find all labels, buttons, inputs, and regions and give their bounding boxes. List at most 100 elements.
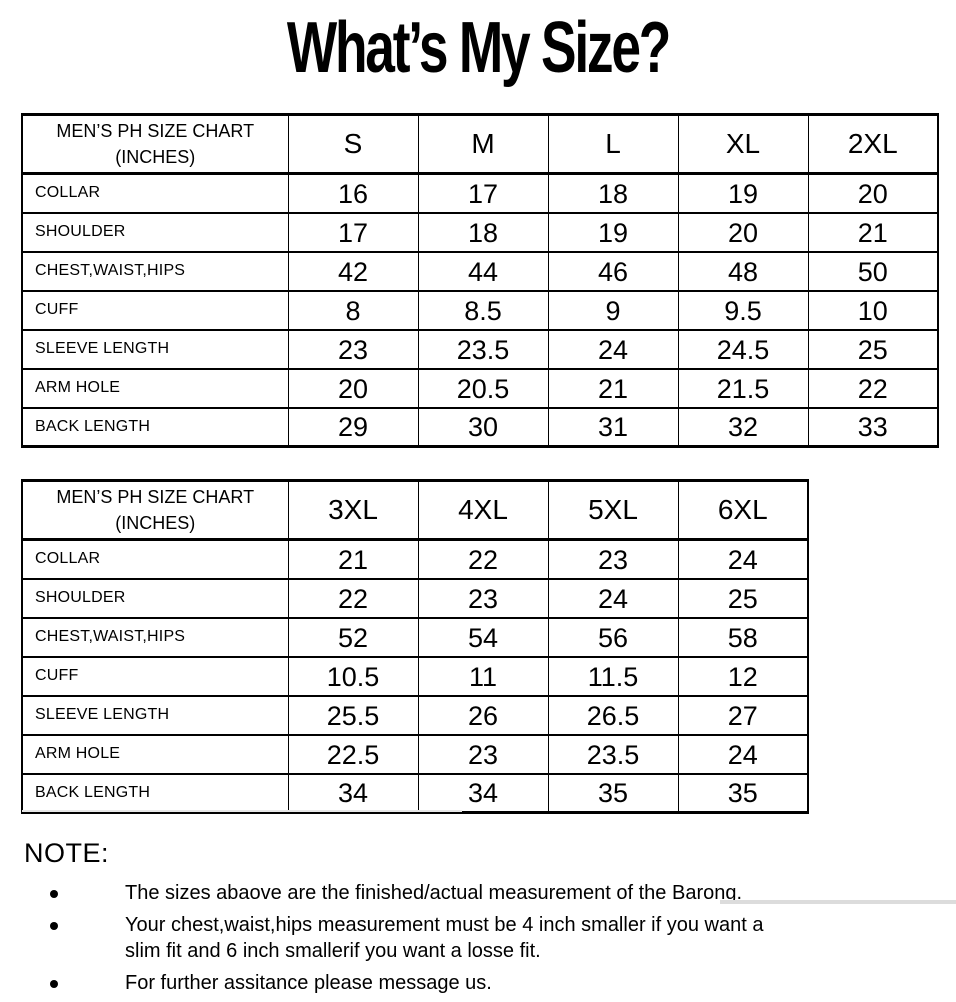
size-table-section-s-2xl: MEN’S PH SIZE CHART (INCHES) S M L XL 2XL COLLA… (21, 112, 939, 449)
measurement-value: 24 (677, 733, 809, 775)
measurement-value: 44 (417, 250, 549, 292)
measurement-value: 11 (417, 655, 549, 697)
measurement-value: 26.5 (547, 694, 679, 736)
measurement-value: 23 (547, 538, 679, 580)
measurement-label: SHOULDER (21, 211, 289, 253)
measurement-label: BACK LENGTH (21, 772, 289, 815)
table-title-line1: MEN’S PH SIZE CHART (56, 487, 255, 507)
table-row: SHOULDER 22 23 24 25 (21, 577, 809, 619)
measurement-label: BACK LENGTH (21, 406, 289, 449)
note-bullet-item: For further assitance please message us. (24, 970, 934, 996)
measurement-value: 20.5 (417, 367, 549, 409)
measurement-value: 21 (547, 367, 679, 409)
note-section: NOTE: The sizes abaove are the finished/… (24, 838, 934, 1002)
measurement-value: 22.5 (287, 733, 419, 775)
measurement-value: 17 (417, 172, 549, 214)
size-column-header: 4XL (417, 478, 549, 542)
measurement-label: SHOULDER (21, 577, 289, 619)
table-title-line1: MEN’S PH SIZE CHART (56, 121, 255, 141)
measurement-value: 24 (677, 538, 809, 580)
measurement-value: 31 (547, 406, 679, 449)
measurement-value: 18 (417, 211, 549, 253)
measurement-value: 50 (807, 250, 939, 292)
note-bullet-text: The sizes abaove are the finished/actual… (125, 882, 743, 905)
table-title-line2: (INCHES) (115, 147, 196, 168)
measurement-value: 24 (547, 577, 679, 619)
measurement-value: 27 (677, 694, 809, 736)
measurement-value: 23 (287, 328, 419, 370)
size-table-section-3xl-6xl: MEN’S PH SIZE CHART (INCHES) 3XL 4XL 5XL 6XL C… (21, 478, 809, 815)
measurement-label: COLLAR (21, 172, 289, 214)
measurement-value: 20 (807, 172, 939, 214)
measurement-label: CUFF (21, 289, 289, 331)
measurement-label: CUFF (21, 655, 289, 697)
measurement-value: 42 (287, 250, 419, 292)
measurement-value: 56 (547, 616, 679, 658)
measurement-value: 23 (417, 733, 549, 775)
table-header-row: MEN’S PH SIZE CHART (INCHES) 3XL 4XL 5XL 6XL (21, 478, 809, 542)
measurement-value: 52 (287, 616, 419, 658)
table-row: CHEST,WAIST,HIPS 42 44 46 48 50 (21, 250, 939, 292)
table-row: SHOULDER 17 18 19 20 21 (21, 211, 939, 253)
size-column-header: XL (677, 112, 809, 176)
measurement-value: 18 (547, 172, 679, 214)
bullet-icon (50, 890, 58, 899)
table-title-cell: MEN’S PH SIZE CHART (INCHES) (21, 478, 289, 542)
table-row: COLLAR 16 17 18 19 20 (21, 172, 939, 214)
measurement-label: COLLAR (21, 538, 289, 580)
measurement-value: 21 (287, 538, 419, 580)
measurement-value: 22 (287, 577, 419, 619)
bullet-icon (50, 980, 58, 989)
note-bullet-item: Your chest,waist,hips measurement must b… (24, 912, 934, 964)
measurement-value: 32 (677, 406, 809, 449)
measurement-value: 25 (807, 328, 939, 370)
measurement-value: 20 (287, 367, 419, 409)
measurement-value: 8.5 (417, 289, 549, 331)
note-bullet-text: Your chest,waist,hips measurement must b… (125, 914, 764, 963)
measurement-value: 25 (677, 577, 809, 619)
measurement-value: 23.5 (547, 733, 679, 775)
measurement-value: 33 (807, 406, 939, 449)
measurement-label: ARM HOLE (21, 733, 289, 775)
measurement-value: 23 (417, 577, 549, 619)
measurement-value: 46 (547, 250, 679, 292)
measurement-value: 23.5 (417, 328, 549, 370)
table-row: COLLAR 21 22 23 24 (21, 538, 809, 580)
measurement-label: ARM HOLE (21, 367, 289, 409)
measurement-value: 34 (417, 772, 549, 815)
measurement-value: 12 (677, 655, 809, 697)
measurement-value: 17 (287, 211, 419, 253)
bullet-icon (50, 922, 58, 931)
measurement-value: 35 (547, 772, 679, 815)
table-row: CHEST,WAIST,HIPS 52 54 56 58 (21, 616, 809, 658)
page-title: What’s My Size? (286, 8, 671, 88)
table-row: SLEEVE LENGTH 25.5 26 26.5 27 (21, 694, 809, 736)
table-header-row: MEN’S PH SIZE CHART (INCHES) S M L XL 2XL (21, 112, 939, 176)
table-row: BACK LENGTH 29 30 31 32 33 (21, 406, 939, 449)
measurement-value: 54 (417, 616, 549, 658)
note-heading: NOTE: (24, 838, 110, 868)
size-column-header: 3XL (287, 478, 419, 542)
size-column-header: M (417, 112, 549, 176)
measurement-value: 21 (807, 211, 939, 253)
scan-artifact-streak (720, 900, 956, 904)
measurement-value: 25.5 (287, 694, 419, 736)
size-column-header: L (547, 112, 679, 176)
table-row: SLEEVE LENGTH 23 23.5 24 24.5 25 (21, 328, 939, 370)
note-list: The sizes abaove are the finished/actual… (24, 880, 934, 996)
measurement-value: 19 (677, 172, 809, 214)
measurement-value: 58 (677, 616, 809, 658)
mens-size-table-3xl-6xl: MEN’S PH SIZE CHART (INCHES) 3XL 4XL 5XL 6XL C… (21, 478, 809, 815)
measurement-value: 9 (547, 289, 679, 331)
measurement-value: 34 (287, 772, 419, 815)
table-row: BACK LENGTH 34 34 35 35 (21, 772, 809, 815)
table-row: ARM HOLE 20 20.5 21 21.5 22 (21, 367, 939, 409)
measurement-value: 19 (547, 211, 679, 253)
measurement-value: 8 (287, 289, 419, 331)
note-bullet-item: The sizes abaove are the finished/actual… (24, 880, 934, 906)
measurement-value: 20 (677, 211, 809, 253)
measurement-value: 48 (677, 250, 809, 292)
scan-artifact-table-shadow (22, 810, 462, 812)
size-column-header: 5XL (547, 478, 679, 542)
